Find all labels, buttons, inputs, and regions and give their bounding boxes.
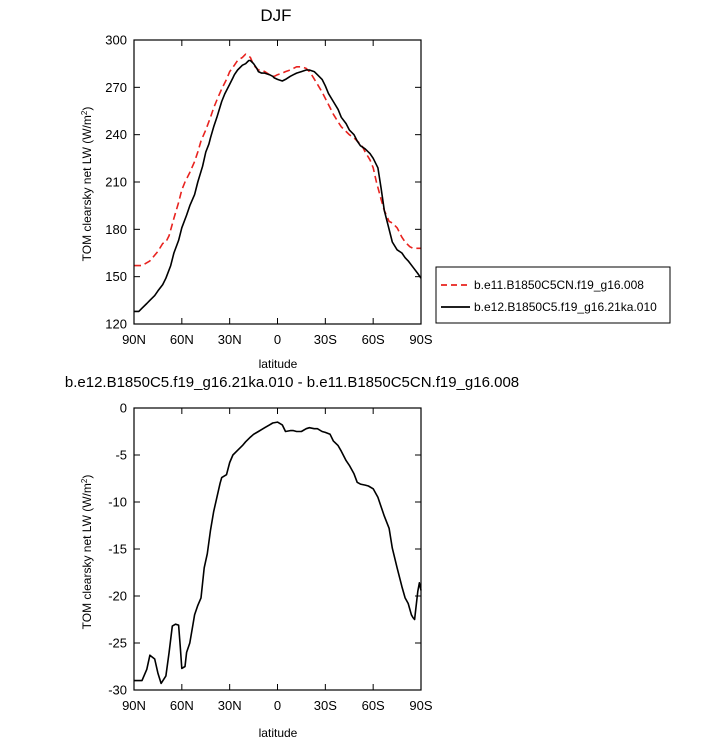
chart-bottom-ytick-label: -30 <box>108 683 127 698</box>
legend-label-series-1: b.e11.B1850C5CN.f19_g16.008 <box>474 278 644 292</box>
legend-box <box>435 266 671 324</box>
chart-top: DJF TOM clearsky net LW (W/m2) 120 150 180… <box>80 6 671 371</box>
chart-top-series <box>134 53 422 313</box>
chart-top-xtick-label: 30N <box>218 332 242 347</box>
chart-bottom-xtick-label: 30S <box>314 698 337 713</box>
chart-top-ytick-label: 300 <box>105 33 127 48</box>
legend-label-series-2: b.e12.B1850C5.f19_g16.21ka.010 <box>474 300 657 314</box>
chart-top-xtick-label: 60N <box>170 332 194 347</box>
chart-bottom-x-axis: 90N 60N 30N 0 30S 60S 90S <box>122 408 433 713</box>
chart-bottom-title: b.e12.B1850C5.f19_g16.21ka.010 - b.e11.B… <box>65 374 519 391</box>
chart-bottom-ytick-label: -25 <box>108 636 127 651</box>
chart-bottom-frame <box>133 407 422 691</box>
chart-bottom-ytick-label: -15 <box>108 542 127 557</box>
chart-top-ytick-label: 150 <box>105 269 127 284</box>
chart-top-series-2-line <box>134 59 422 313</box>
chart-top-xlabel: latitude <box>259 357 298 371</box>
chart-top-ytick-label: 210 <box>105 175 127 190</box>
chart-bottom-xtick-label: 0 <box>274 698 281 713</box>
chart-bottom-y-axis: -30 -25 -20 -15 -10 -5 0 <box>108 401 421 698</box>
chart-top-y-axis: 120 150 180 210 240 270 300 <box>105 33 421 332</box>
chart-top-legend: b.e11.B1850C5CN.f19_g16.008 b.e12.B1850C… <box>435 266 671 324</box>
chart-top-xtick-label: 30S <box>314 332 337 347</box>
chart-top-xtick-label: 0 <box>274 332 281 347</box>
chart-bottom-series-1-line <box>134 421 422 685</box>
chart-bottom-ytick-label: -20 <box>108 589 127 604</box>
chart-bottom-xtick-label: 30N <box>218 698 242 713</box>
chart-top-frame <box>133 39 422 325</box>
chart-bottom-xtick-label: 60S <box>362 698 385 713</box>
chart-top-ytick-label: 240 <box>105 127 127 142</box>
chart-top-x-axis: 90N 60N 30N 0 30S 60S 90S <box>122 40 433 347</box>
chart-top-ytick-label: 180 <box>105 222 127 237</box>
chart-top-ytick-label: 270 <box>105 80 127 95</box>
chart-top-xtick-label: 60S <box>362 332 385 347</box>
chart-bottom-ytick-label: 0 <box>120 401 127 416</box>
chart-bottom-ytick-label: -10 <box>108 495 127 510</box>
chart-top-xtick-label: 90S <box>409 332 432 347</box>
chart-bottom-xtick-label: 90N <box>122 698 146 713</box>
chart-top-series-1-line <box>134 53 421 267</box>
chart-top-ytick-label: 120 <box>105 317 127 332</box>
chart-bottom-series <box>134 421 422 685</box>
chart-bottom: b.e12.B1850C5.f19_g16.21ka.010 - b.e11.B… <box>65 374 519 740</box>
chart-bottom-xlabel: latitude <box>259 726 298 740</box>
chart-top-title: DJF <box>260 6 291 25</box>
chart-bottom-ytick-label: -5 <box>115 448 127 463</box>
chart-top-xtick-label: 90N <box>122 332 146 347</box>
chart-bottom-xtick-label: 60N <box>170 698 194 713</box>
chart-top-ylabel: TOM clearsky net LW (W/m2) <box>80 107 95 262</box>
chart-bottom-ylabel: TOM clearsky net LW (W/m2) <box>80 475 95 630</box>
chart-bottom-xtick-label: 90S <box>409 698 432 713</box>
